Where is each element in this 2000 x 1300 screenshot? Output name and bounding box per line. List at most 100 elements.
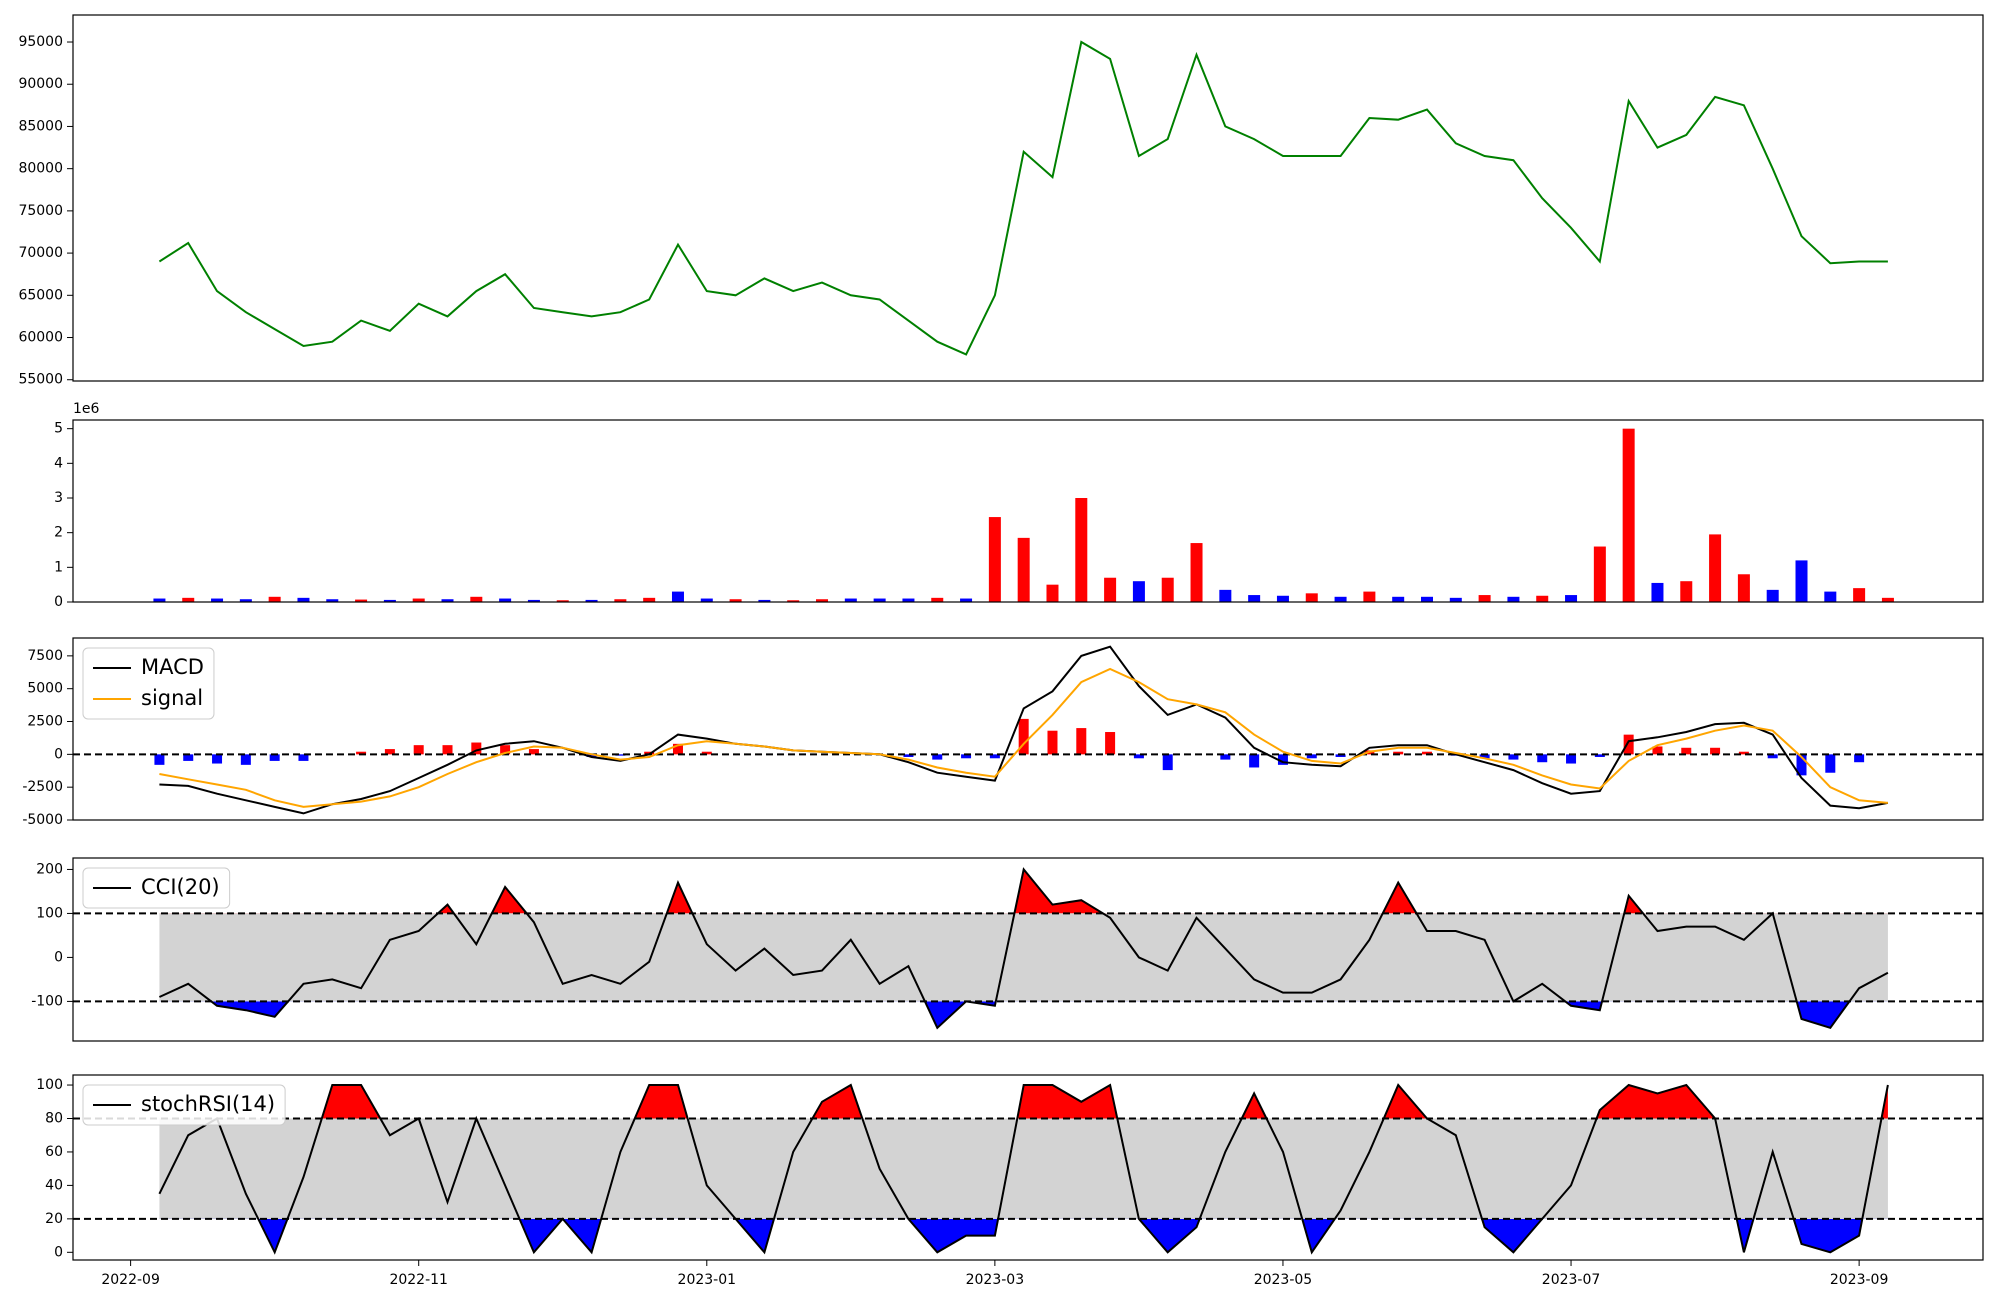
y-tick-label: 0 — [54, 949, 63, 965]
x-tick-label: 2023-01 — [678, 1272, 737, 1288]
y-tick-label: 0 — [54, 594, 63, 610]
histogram-bar — [1105, 732, 1116, 755]
histogram-bar — [442, 745, 453, 755]
volume-bar — [1881, 597, 1894, 602]
histogram-bar — [356, 751, 367, 755]
volume-bar — [1766, 589, 1779, 602]
volume-bar — [412, 598, 425, 602]
y-tick-label: 2500 — [27, 714, 63, 730]
histogram-bar — [586, 754, 597, 757]
histogram-bar — [1306, 754, 1317, 759]
volume-bar — [1565, 595, 1578, 602]
volume-bar — [614, 599, 627, 602]
legend: stochRSI(14) — [82, 1084, 286, 1126]
overbought-fill — [159, 1085, 1888, 1119]
x-tick-label: 2023-07 — [1542, 1272, 1601, 1288]
histogram-bar — [1594, 754, 1605, 757]
y-tick-label: 200 — [36, 861, 63, 877]
legend-box — [82, 647, 215, 720]
volume-bar — [1622, 428, 1635, 602]
volume-bar — [643, 597, 656, 602]
volume-bar — [1651, 582, 1664, 602]
y-tick-label: 60 — [45, 1144, 63, 1160]
volume-bar — [1680, 581, 1693, 602]
volume-bar — [355, 599, 368, 602]
y-tick-label: 5000 — [27, 681, 63, 697]
volume-bar — [1046, 584, 1059, 602]
y-tick-label: -100 — [31, 993, 63, 1009]
volume-bar — [1593, 546, 1606, 602]
histogram-bar — [1220, 754, 1231, 760]
histogram-bar — [298, 754, 309, 761]
histogram-bar — [1738, 751, 1749, 755]
volume-bar — [1276, 595, 1289, 602]
volume-bar — [1305, 593, 1318, 602]
histogram-bar — [1018, 718, 1029, 755]
volume-bar — [988, 517, 1001, 602]
histogram-bar — [615, 754, 626, 756]
volume-bar — [671, 591, 684, 602]
y-tick-label: 80 — [45, 1110, 63, 1126]
volume-bar — [1449, 597, 1462, 602]
volume-bar — [902, 598, 915, 602]
volume-bar — [1507, 596, 1520, 602]
histogram-bar — [1076, 728, 1087, 755]
neutral-band — [159, 1118, 1888, 1219]
histogram-bar — [1047, 730, 1058, 755]
volume-bar — [1190, 543, 1203, 602]
histogram-bar — [471, 742, 482, 755]
volume-bar — [1824, 591, 1837, 602]
volume-bar — [1075, 498, 1088, 602]
y-tick-label: 20 — [45, 1211, 63, 1227]
y-tick-label: 7500 — [27, 648, 63, 664]
volume-bar — [700, 598, 713, 602]
volume-bar — [585, 599, 598, 602]
y-tick-label: 40 — [45, 1177, 63, 1193]
plot-frame — [72, 419, 1984, 603]
volume-bar — [816, 599, 829, 602]
y-tick-label: 5 — [54, 421, 63, 437]
y-tick-label: 100 — [36, 905, 63, 921]
y-tick-label: -5000 — [22, 812, 63, 828]
volume-bar — [1536, 595, 1549, 602]
legend-label: stochRSI(14) — [141, 1092, 275, 1116]
volume-bar — [1478, 595, 1491, 602]
volume-bar — [1363, 591, 1376, 602]
volume-bar — [1420, 596, 1433, 602]
volume-bar — [239, 599, 252, 602]
histogram-bar — [240, 754, 251, 765]
volume-bar — [182, 597, 195, 602]
histogram-bar — [1249, 754, 1260, 768]
y-tick-label: -2500 — [22, 779, 63, 795]
y-tick-label: 55000 — [18, 372, 63, 388]
volume-bar — [1248, 595, 1261, 602]
y-tick-label: 85000 — [18, 118, 63, 134]
legend: MACD signal — [82, 647, 215, 720]
histogram-bar — [1162, 754, 1173, 771]
histogram-bar — [500, 745, 511, 755]
plot-frame — [72, 14, 1984, 382]
histogram-bar — [903, 754, 914, 757]
volume-bar — [1795, 560, 1808, 602]
y-tick-label: 0 — [54, 1244, 63, 1260]
volume-bar — [758, 599, 771, 602]
x-tick-label: 2023-09 — [1830, 1272, 1889, 1288]
volume-bar — [1709, 534, 1722, 602]
x-tick-label: 2023-05 — [1254, 1272, 1313, 1288]
series-line — [158, 40, 1888, 356]
y-tick-label: 100 — [36, 1077, 63, 1093]
plot-frame — [72, 1074, 1984, 1261]
legend-label: MACD — [141, 655, 204, 679]
histogram-bar — [212, 754, 223, 764]
y-tick-label: 1 — [54, 559, 63, 575]
volume-bar — [873, 598, 886, 602]
y-tick-label: 0 — [54, 746, 63, 762]
volume-bar — [441, 599, 454, 602]
legend-box — [82, 1084, 286, 1126]
histogram-bar — [1277, 754, 1288, 765]
volume-bar — [931, 597, 944, 602]
y-tick-label: 80000 — [18, 161, 63, 177]
legend-label: CCI(20) — [141, 875, 220, 899]
neutral-band — [159, 913, 1888, 1002]
